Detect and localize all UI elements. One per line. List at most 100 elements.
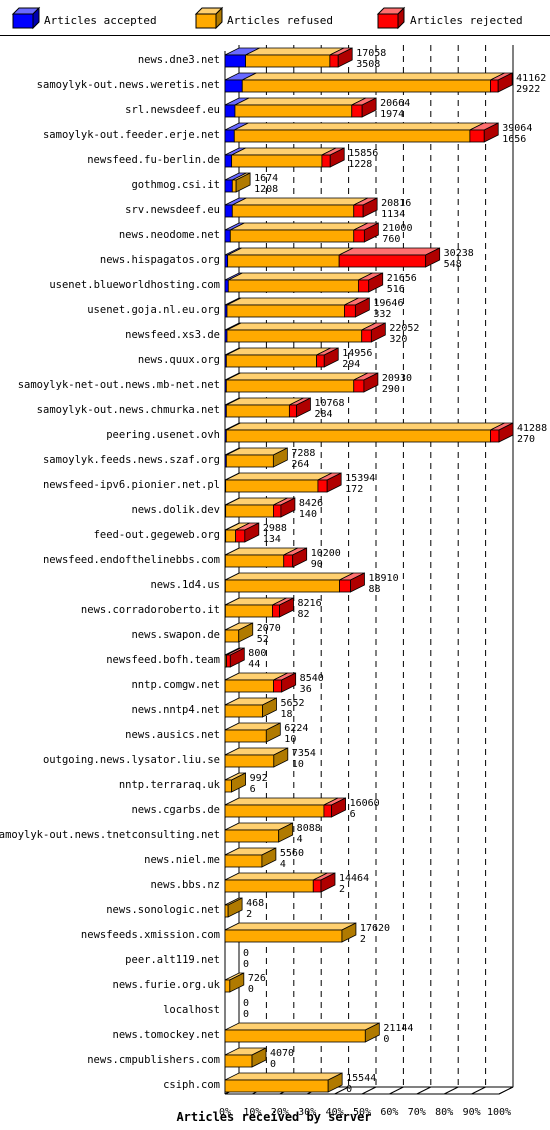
bar-segment-refused [229, 229, 355, 243]
value-label-second: 0 [243, 959, 249, 970]
value-label-second: 88 [368, 584, 380, 595]
bar-segment-refused [234, 104, 353, 118]
bar-top-refused [226, 322, 376, 331]
bar-top-refused [226, 297, 359, 306]
value-label-total: 17620 [360, 923, 390, 934]
x-tick-label: 40% [326, 1107, 344, 1118]
value-label-total: 41288 [517, 423, 547, 434]
x-tick-label: 30% [298, 1107, 316, 1118]
server-label: gothmog.csi.it [131, 179, 220, 191]
bar-side [364, 1022, 380, 1043]
bar-side [229, 972, 245, 993]
server-label: newsfeeds.xmission.com [81, 929, 220, 941]
value-label-total: 5560 [280, 848, 304, 859]
server-label: usenet.goja.nl.eu.org [87, 304, 220, 316]
value-label-total: 14956 [342, 348, 372, 359]
bar-segment-refused [225, 429, 491, 443]
bar-segment-accepted [224, 79, 243, 93]
bar-segment-accepted [224, 179, 233, 193]
server-label: samoylyk-out.news.tnetconsulting.net [0, 829, 220, 841]
bar-segment-refused [224, 754, 275, 768]
value-label-total: 8088 [297, 823, 321, 834]
value-label-total: 19646 [373, 298, 403, 309]
value-label-total: 8426 [299, 498, 323, 509]
bar-segment-refused [224, 579, 340, 593]
server-label: newsfeed.bofh.team [106, 654, 220, 666]
bar-side [292, 547, 308, 568]
server-label: samoylyk-out.news.weretis.net [37, 79, 220, 91]
x-tick-label: 0% [219, 1107, 231, 1118]
bar-segment-refused [224, 779, 232, 793]
bar-segment-rejected [272, 604, 280, 618]
bar-segment-refused [231, 204, 355, 218]
tick-mark [416, 1086, 432, 1095]
value-label-total: 8540 [300, 673, 324, 684]
legend-item-refused: Articles refused [194, 6, 333, 30]
value-label-second: 516 [387, 284, 405, 295]
bar-segment-rejected [273, 679, 283, 693]
legend-label-rejected: Articles rejected [410, 14, 523, 27]
bar-top-refused [224, 872, 328, 881]
legend-swatch-refused-front [195, 13, 217, 29]
value-label-second: 0 [383, 1034, 389, 1045]
bar-side [327, 1072, 343, 1093]
bar-side [280, 497, 296, 518]
legend-swatch-rejected-front [377, 13, 399, 29]
tick-mark [361, 1086, 377, 1095]
value-label-second: 6 [350, 809, 356, 820]
value-label-second: 18 [281, 709, 293, 720]
bar-segment-refused [224, 879, 314, 893]
bar-segment-rejected [351, 104, 363, 118]
bar-top-refused [224, 1022, 380, 1031]
bar-side [341, 922, 357, 943]
server-label: usenet.blueworldhosting.com [49, 279, 220, 291]
value-label-second: 172 [345, 484, 363, 495]
bar-top-refused [224, 1072, 343, 1081]
server-label: srl.newsdeef.eu [125, 104, 220, 116]
value-label-second: 320 [389, 334, 407, 345]
bar-side [361, 97, 377, 118]
server-label: news.nntp4.net [131, 704, 220, 716]
bar-side [331, 797, 346, 818]
server-label: news.corradoroberto.it [81, 604, 220, 616]
bar-segment-rejected [353, 379, 365, 393]
bar-segment-refused [226, 329, 363, 343]
bar-segment-accepted [224, 54, 246, 68]
bar-segment-rejected [490, 429, 500, 443]
bar-segment-refused [224, 1029, 366, 1043]
value-label-second: 3508 [356, 59, 380, 70]
x-tick-label: 70% [408, 1107, 426, 1118]
bar-top-refused [228, 272, 373, 281]
value-label-second: 1974 [380, 109, 404, 120]
value-label-second: 10 [292, 759, 304, 770]
bar-segment-rejected [338, 254, 427, 268]
server-label: peer.alt119.net [125, 954, 220, 966]
bar-segment-rejected [283, 554, 294, 568]
x-tick-label: 10% [243, 1107, 261, 1118]
value-label-total: 1674 [254, 173, 278, 184]
server-label: news.1d4.us [150, 579, 220, 591]
bar-top-refused [230, 222, 368, 231]
value-label-second: 6 [250, 784, 256, 795]
server-label: news.hispagatos.org [100, 254, 220, 266]
server-label: news.sonologic.net [106, 904, 220, 916]
value-label-total: 20664 [380, 98, 410, 109]
value-label-second: 290 [382, 384, 400, 395]
bar-side [296, 397, 311, 418]
value-label-total: 7354 [292, 748, 316, 759]
bar-side [329, 147, 345, 168]
value-label-second: 10 [284, 734, 296, 745]
bar-side [323, 347, 339, 368]
value-label-second: 4 [280, 859, 286, 870]
value-label-total: 21656 [387, 273, 417, 284]
value-label-second: 284 [314, 409, 332, 420]
bar-side [498, 422, 514, 443]
value-label-total: 10200 [311, 548, 341, 559]
bar-side [363, 222, 379, 243]
value-label-second: 332 [373, 309, 391, 320]
x-tick-label: 90% [463, 1107, 481, 1118]
bar-segment-refused [224, 1054, 253, 1068]
value-label-second: 82 [298, 609, 310, 620]
server-label: nntp.terraraq.uk [119, 779, 221, 791]
